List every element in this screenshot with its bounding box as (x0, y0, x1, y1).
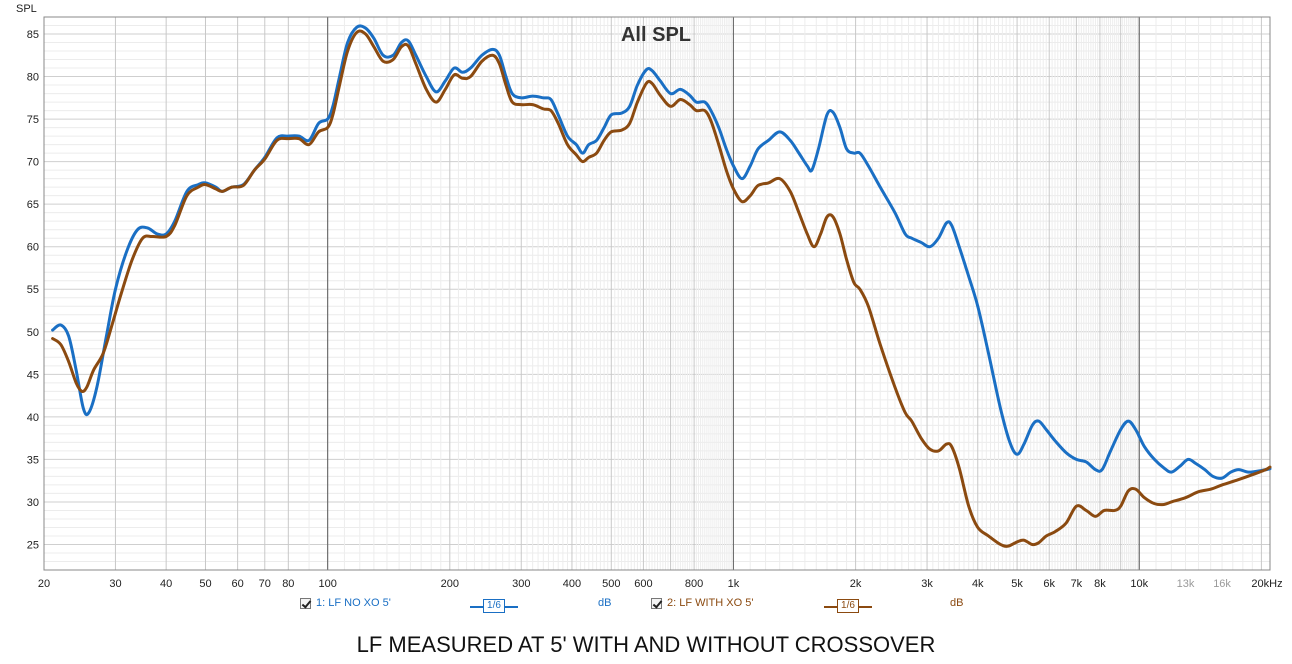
smoothing-value-2: 1/6 (837, 599, 859, 613)
legend-unit-2: dB (950, 597, 964, 609)
x-tick-label: 80 (282, 578, 294, 590)
y-tick-label: 55 (27, 284, 39, 296)
x-tick-label: 800 (685, 578, 703, 590)
x-tick-label: 20kHz (1251, 578, 1282, 590)
series-lines (51, 24, 1272, 548)
legend: 1: LF NO XO 5' 1/6 dB 2: LF WITH XO 5' 1… (0, 597, 1292, 617)
y-tick-label: 65 (27, 199, 39, 211)
x-tick-label: 300 (512, 578, 530, 590)
y-axis-ticks: 25 30 35 40 45 50 55 60 65 70 75 80 85 (27, 29, 39, 551)
series-line-2 (51, 29, 1272, 548)
x-tick-label: 40 (160, 578, 172, 590)
y-tick-label: 50 (27, 327, 39, 339)
x-tick-label: 500 (602, 578, 620, 590)
y-tick-label: 70 (27, 157, 39, 169)
x-tick-label: 13k (1177, 578, 1195, 590)
smoothing-control-1[interactable]: 1/6 (470, 598, 518, 614)
x-tick-label: 400 (563, 578, 581, 590)
x-tick-label: 70 (259, 578, 271, 590)
y-tick-label: 85 (27, 29, 39, 41)
plot-frame (43, 16, 1271, 571)
x-tick-label: 50 (199, 578, 211, 590)
x-tick-label: 8k (1094, 578, 1106, 590)
y-axis-label: SPL (16, 3, 37, 15)
y-tick-label: 45 (27, 369, 39, 381)
y-tick-label: 30 (27, 497, 39, 509)
y-tick-label: 75 (27, 114, 39, 126)
y-tick-label: 40 (27, 412, 39, 424)
y-tick-label: 35 (27, 454, 39, 466)
legend-item-2[interactable]: 2: LF WITH XO 5' (651, 597, 753, 609)
y-tick-label: 25 (27, 539, 39, 551)
x-tick-label: 5k (1011, 578, 1023, 590)
grid (43, 16, 1271, 571)
y-tick-label: 60 (27, 242, 39, 254)
x-tick-label: 600 (634, 578, 652, 590)
x-tick-label: 1k (728, 578, 740, 590)
legend-label-1: 1: LF NO XO 5' (316, 597, 391, 609)
legend-unit-1: dB (598, 597, 612, 609)
x-tick-label: 6k (1043, 578, 1055, 590)
x-axis-ticks: 20 30 40 50 60 70 80 100 200 300 400 500 600 800 1k 2k 3… (38, 578, 1283, 590)
chart-title: All SPL (621, 24, 691, 46)
legend-checkbox-2[interactable] (651, 597, 662, 609)
x-tick-label: 16k (1213, 578, 1231, 590)
smoothing-control-2[interactable]: 1/6 (824, 598, 872, 614)
x-tick-label: 200 (441, 578, 459, 590)
smoothing-value-1: 1/6 (483, 599, 505, 613)
x-tick-label: 100 (318, 578, 336, 590)
x-tick-label: 60 (231, 578, 243, 590)
figure-caption: LF MEASURED AT 5' WITH AND WITHOUT CROSS… (356, 632, 936, 657)
legend-checkbox-1[interactable] (300, 597, 311, 609)
x-tick-label: 4k (972, 578, 984, 590)
x-tick-label: 20 (38, 578, 50, 590)
x-tick-label: 30 (109, 578, 121, 590)
x-tick-label: 2k (850, 578, 862, 590)
legend-label-2: 2: LF WITH XO 5' (667, 597, 754, 609)
x-tick-label: 7k (1071, 578, 1083, 590)
x-tick-label: 10k (1130, 578, 1148, 590)
legend-item-1[interactable]: 1: LF NO XO 5' (300, 597, 391, 609)
y-tick-label: 80 (27, 72, 39, 84)
x-tick-label: 3k (921, 578, 933, 590)
